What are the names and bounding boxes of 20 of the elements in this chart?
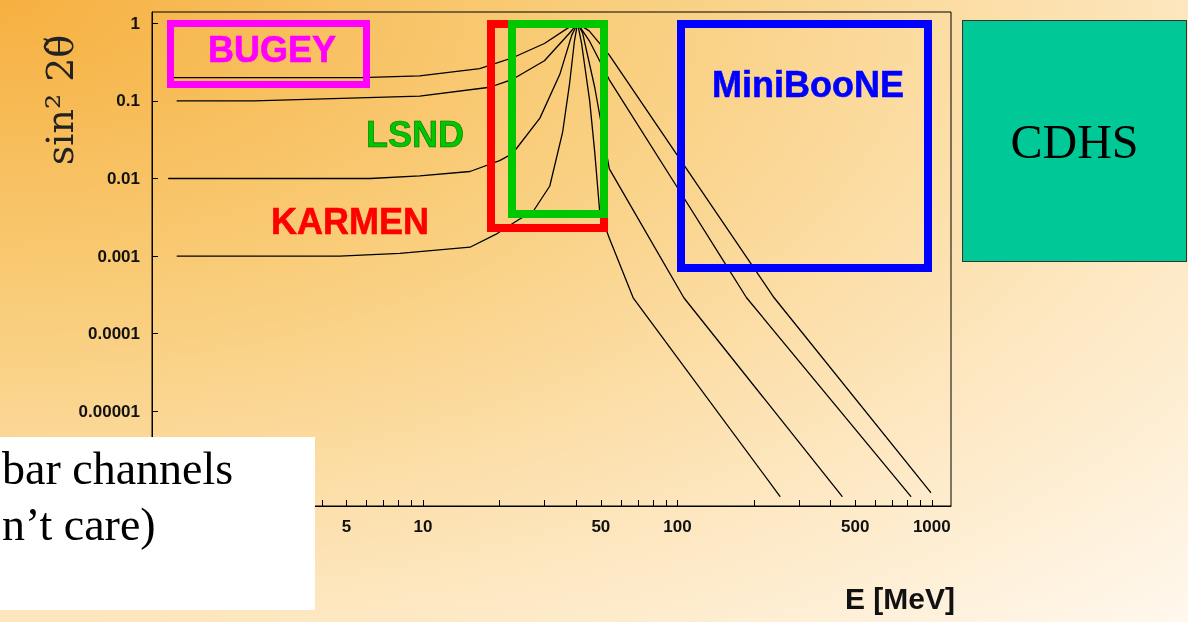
x-axis-title: E [MeV] xyxy=(844,581,955,615)
annotation: MiniBooNE xyxy=(712,64,904,106)
y-tick-label: 1 xyxy=(130,13,140,33)
annotation: LSND xyxy=(366,114,464,156)
y-tick-label: 0.1 xyxy=(116,91,140,111)
y-tick-label: 0.00001 xyxy=(78,401,140,421)
y-tick-label: 0.01 xyxy=(106,168,140,188)
annotation: KARMEN xyxy=(271,201,429,243)
x-tick-label: 500 xyxy=(841,517,870,536)
x-tick-label: 100 xyxy=(663,517,692,536)
y-tick-label: 0.0001 xyxy=(88,324,140,344)
annotation: bar channels n’t care) xyxy=(0,437,315,610)
x-tick-label: 5 xyxy=(341,517,352,536)
y-axis-title: sin² 2θ̃ xyxy=(38,34,82,166)
x-tick-label: 10 xyxy=(413,517,433,536)
y-tick-label: 0.001 xyxy=(97,246,140,266)
annotation: BUGEY xyxy=(207,29,337,71)
x-tick-label: 50 xyxy=(591,517,611,536)
x-tick-label: 1000 xyxy=(912,517,951,536)
text: CDHS xyxy=(962,20,1187,262)
